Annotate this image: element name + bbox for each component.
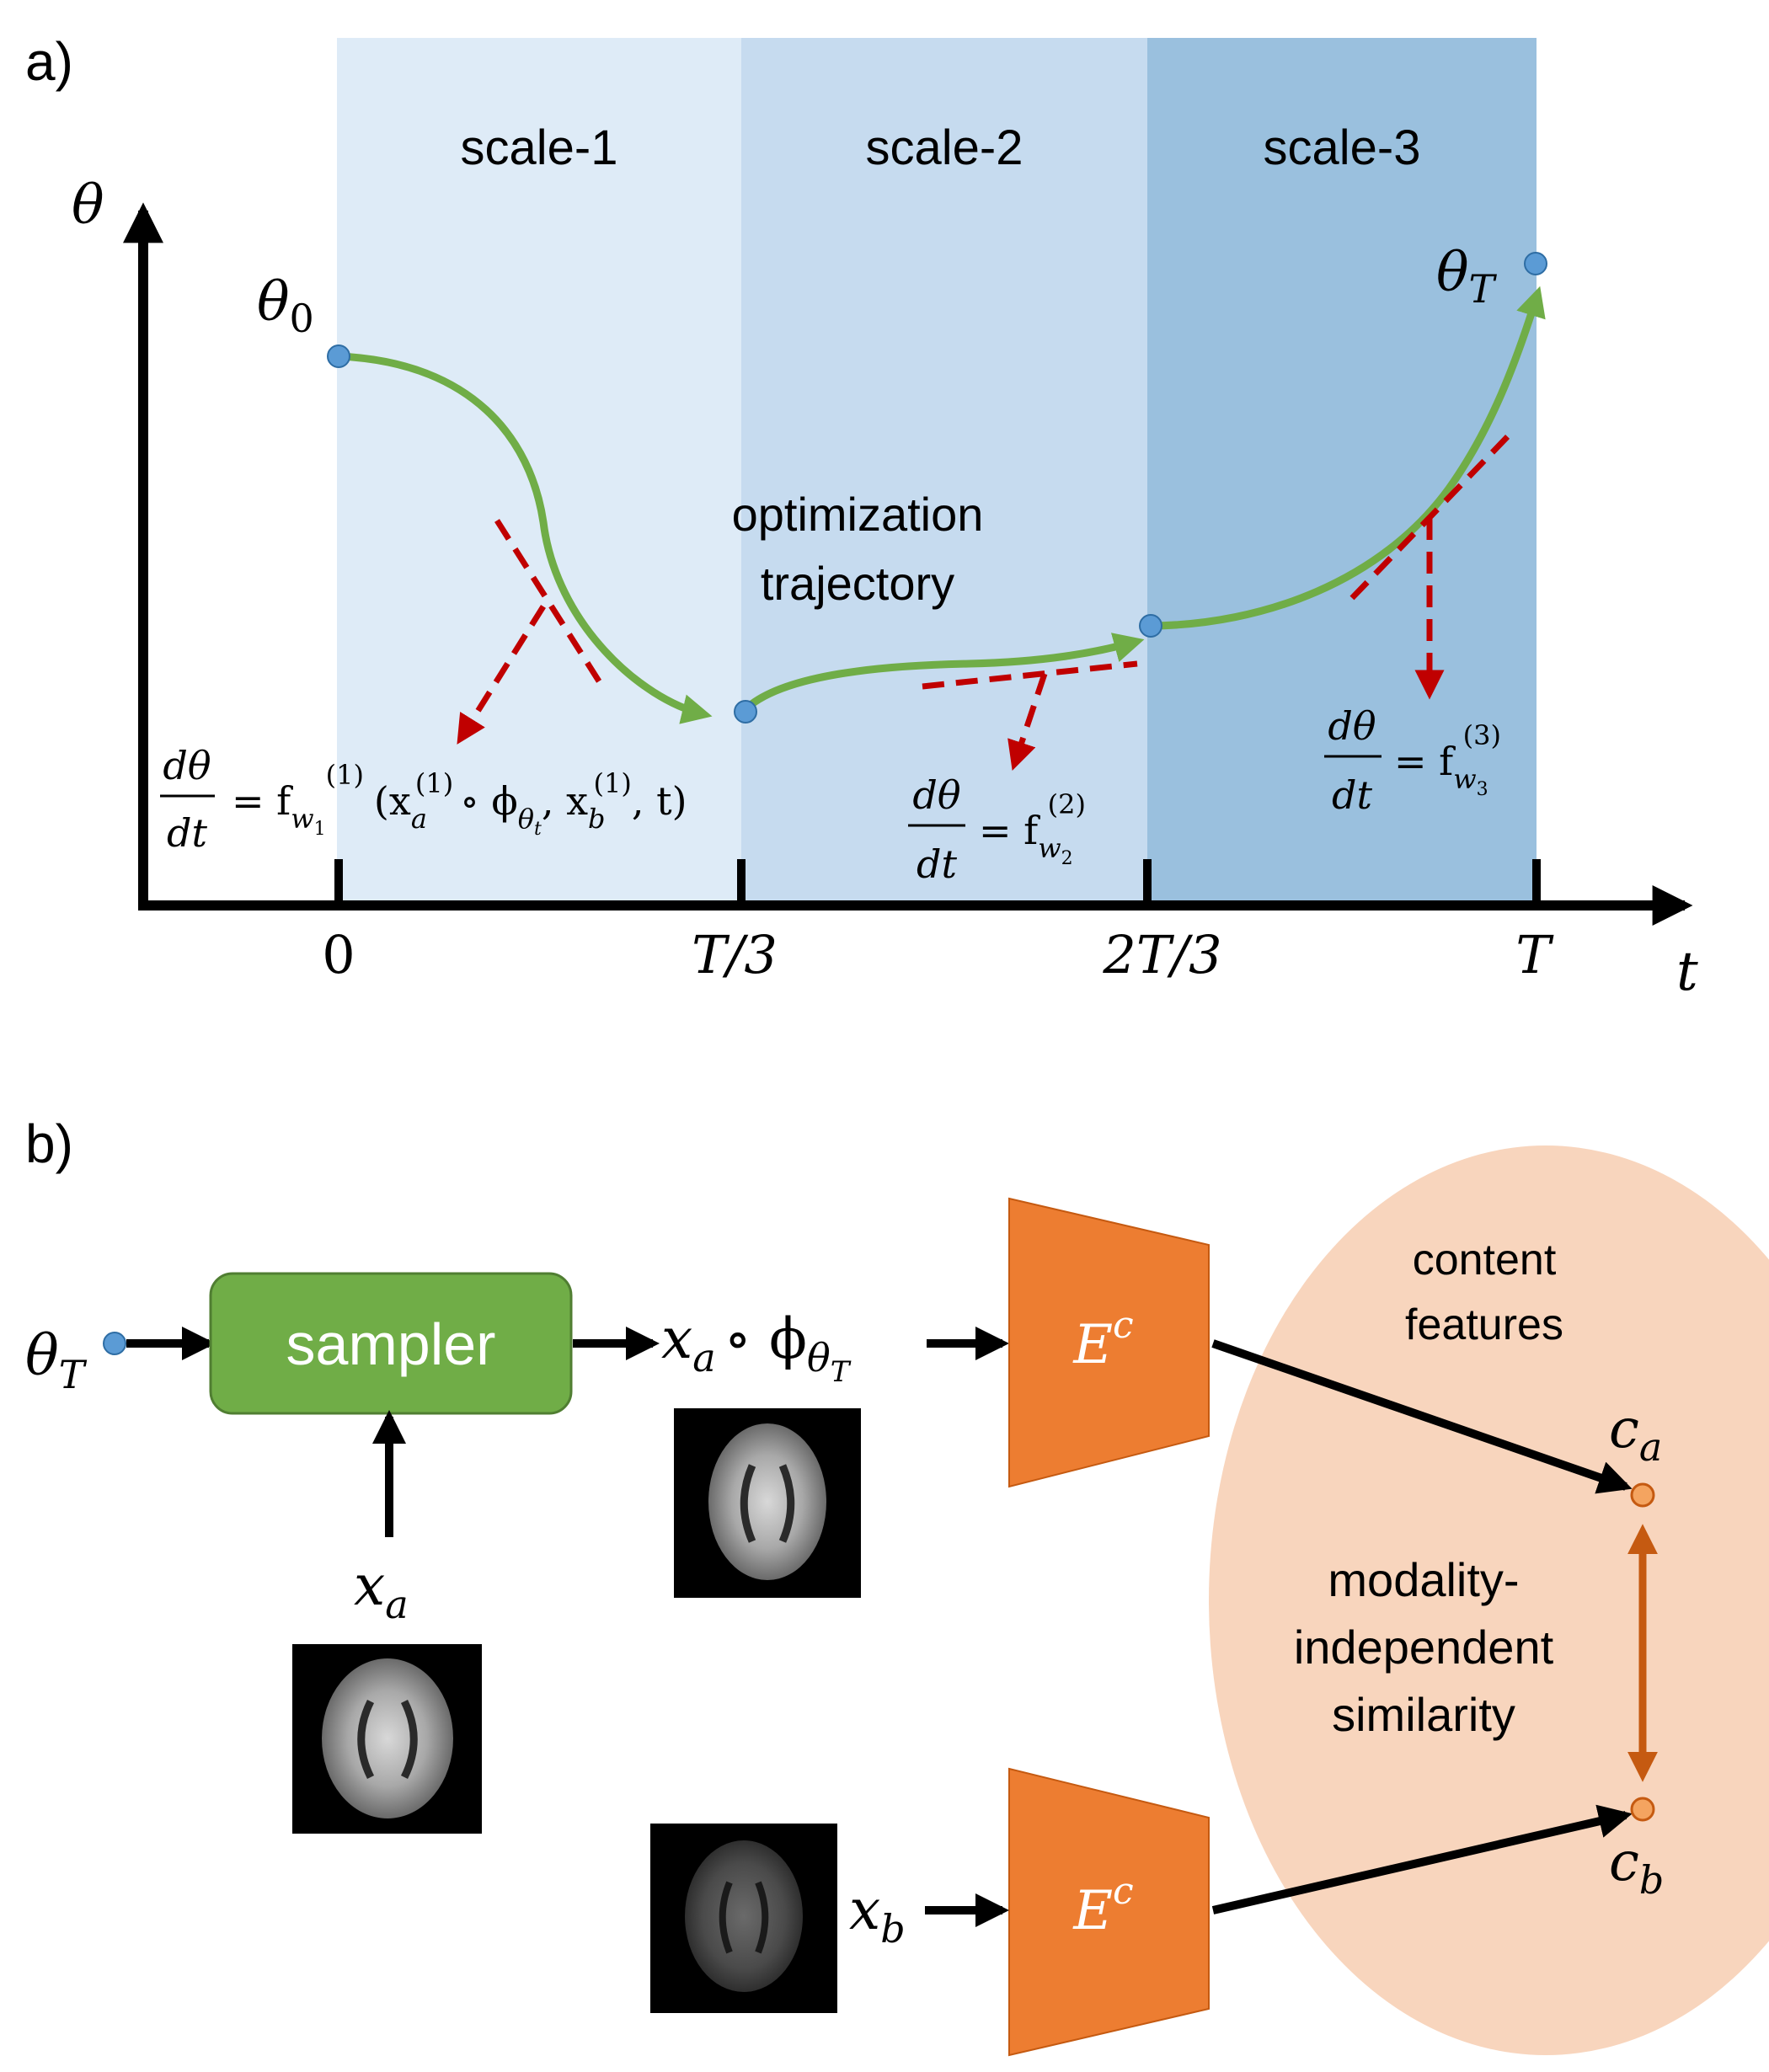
ca-point (1630, 1482, 1655, 1508)
similarity-line-2: independent (1294, 1621, 1554, 1674)
trajectory-segment-3 (1150, 286, 1546, 630)
encoder-bottom-label: Ec (1072, 1870, 1133, 1942)
x-axis-label: t (1676, 941, 1698, 1003)
scale-1-band (337, 38, 741, 905)
content-features-line-1: content (1413, 1236, 1557, 1284)
cb-label: cb (1609, 1831, 1664, 1903)
svg-text:= fw3(3): = fw3(3) (1394, 719, 1501, 800)
svg-text:= fw2(2): = fw2(2) (979, 788, 1086, 869)
y-axis-label: θ (72, 174, 104, 237)
xb-image (650, 1824, 837, 2013)
thetaT-point (1524, 252, 1547, 275)
svg-text:dt: dt (917, 841, 957, 887)
sampler-label: sampler (286, 1311, 496, 1377)
theta0-point (327, 344, 350, 368)
thetaT-label: θT (1436, 242, 1498, 312)
svg-text:dt: dt (1332, 772, 1372, 818)
tangent-line-3 (1349, 434, 1510, 601)
encoder-top-label: Ec (1072, 1304, 1133, 1376)
ca-label: ca (1609, 1398, 1662, 1470)
equation-scale-2: dθ dt = fw2(2) (908, 772, 1086, 887)
equation-scale-1: dθ dt = fw1(1)(xa(1) ∘ ϕθt, xb(1), t) (160, 743, 687, 856)
sampler-input-thetaT: θT (25, 1323, 88, 1397)
scale-1-label: scale-1 (461, 120, 618, 175)
cb-point (1630, 1797, 1655, 1822)
panel-a-label: a) (25, 31, 73, 92)
warped-image (674, 1408, 861, 1598)
normal-arrow-1 (457, 605, 546, 745)
arrow-encoder-to-cb (1211, 1804, 1633, 1914)
xa-label: xa (354, 1553, 409, 1627)
similarity-line-1: modality- (1328, 1553, 1519, 1606)
arrow-encoder-to-ca (1211, 1339, 1633, 1494)
scale-2-label: scale-2 (866, 120, 1023, 175)
trajectory-segment-1 (338, 352, 713, 724)
tick-label-0: 0 (322, 924, 355, 985)
trajectory-segment-2 (742, 633, 1145, 713)
xa-image (292, 1644, 482, 1834)
theta0-label: θ0 (257, 271, 314, 341)
panel-b-label: b) (25, 1113, 73, 1174)
thetaT-input-point (103, 1332, 126, 1355)
svg-text:dt: dt (167, 810, 207, 856)
tick-label-t: T (1515, 924, 1554, 985)
t3-point (734, 700, 757, 724)
content-features-line-2: features (1405, 1300, 1563, 1349)
encoder-top (1008, 1197, 1210, 1488)
normal-arrow-2 (1007, 672, 1048, 771)
trajectory-label-line-1: optimization (732, 488, 984, 541)
tick-label-2t3: 2T/3 (1102, 924, 1221, 985)
tangent-line-2 (922, 660, 1138, 690)
tick-label-t3: T/3 (692, 924, 778, 985)
trajectory-label-line-2: trajectory (761, 557, 954, 610)
xb-label: xb (849, 1877, 906, 1952)
warped-image-label: xa ∘ ϕθT (661, 1306, 852, 1389)
svg-text:= fw1(1)(xa(1)∘ ϕθt, xb(1), t): = fw1(1)(xa(1) ∘ ϕθt, xb(1), t) (232, 759, 687, 840)
encoder-bottom (1008, 1767, 1210, 2057)
svg-text:dθ: dθ (1328, 703, 1376, 749)
equation-scale-3: dθ dt = fw3(3) (1324, 703, 1501, 818)
similarity-line-3: similarity (1332, 1688, 1515, 1741)
scale-2-band (741, 38, 1147, 905)
svg-text:dθ: dθ (163, 743, 211, 788)
2t3-point (1139, 614, 1162, 638)
scale-3-label: scale-3 (1264, 120, 1421, 175)
svg-text:dθ: dθ (912, 772, 960, 818)
